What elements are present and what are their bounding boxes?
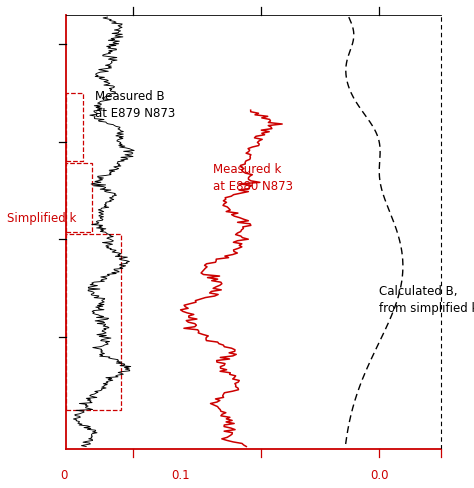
- Text: Simplified k: Simplified k: [7, 212, 76, 225]
- Text: 0.1: 0.1: [171, 469, 190, 483]
- Text: 0.0: 0.0: [370, 469, 389, 483]
- Text: Calculated B,
from simplified k: Calculated B, from simplified k: [379, 285, 474, 315]
- Text: Measured k
at E880 N873: Measured k at E880 N873: [213, 163, 293, 193]
- Text: 0: 0: [60, 469, 68, 483]
- Text: Measured B
at E879 N873: Measured B at E879 N873: [95, 90, 175, 120]
